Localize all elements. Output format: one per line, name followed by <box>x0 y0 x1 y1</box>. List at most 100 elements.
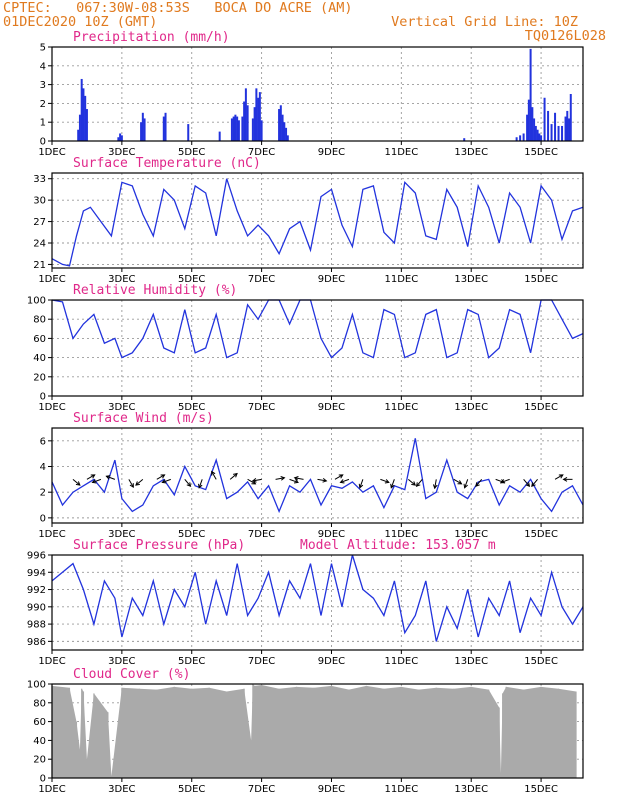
cloud-cover-ytick-label: 20 <box>33 755 46 766</box>
precipitation-bar <box>218 131 221 141</box>
precipitation-bar <box>568 118 571 141</box>
wind-arrow-shaft <box>72 478 81 486</box>
wind-arrow-shaft <box>184 479 191 487</box>
cloud-cover-bar <box>110 776 112 778</box>
pressure-ytick-label: 994 <box>27 568 46 579</box>
precipitation-bar <box>162 116 165 141</box>
precipitation-bar <box>80 78 83 141</box>
wind-arrow-head <box>322 478 328 483</box>
wind-ytick-label: 6 <box>40 436 46 447</box>
wind-arrow-shaft <box>247 478 256 485</box>
wind-arrow-shaft <box>464 479 469 488</box>
temperature-xtick-label: 1DEC <box>38 274 65 285</box>
temperature-ytick-label: 27 <box>33 217 46 228</box>
humidity-ytick-label: 80 <box>33 315 46 326</box>
wind-arrow-shaft <box>554 474 564 480</box>
precipitation-bar <box>279 105 282 141</box>
precipitation-bar <box>234 114 237 141</box>
pressure-ytick-label: 988 <box>27 620 46 631</box>
temperature-ytick-label: 33 <box>33 174 46 185</box>
wind-xtick-label: 9DEC <box>318 529 345 540</box>
cloud-cover-bar <box>435 687 437 778</box>
wind-series-line <box>51 438 584 514</box>
cloud-cover-bar <box>191 688 193 778</box>
cloud-cover-bar <box>243 688 245 778</box>
wind-arrow <box>432 479 438 490</box>
wind-arrow-shaft <box>434 479 437 489</box>
wind-arrow <box>415 479 423 488</box>
wind-arrow-shaft <box>416 479 423 487</box>
wind-arrow-shaft <box>453 478 462 485</box>
wind-arrow-shaft <box>198 479 203 488</box>
wind-arrow-head <box>90 474 96 479</box>
precipitation-bar <box>283 122 286 141</box>
wind-arrow-shaft <box>92 478 102 483</box>
wind-ytick-label: 2 <box>40 488 46 499</box>
wind-arrow-shaft <box>523 479 530 487</box>
cloud-cover-bar <box>365 685 368 778</box>
temperature-xtick-label: 5DEC <box>178 274 205 285</box>
precipitation-bar <box>251 118 254 141</box>
cloud-cover-xtick-label: 11DEC <box>384 784 418 795</box>
wind-arrow-head <box>105 475 111 480</box>
precipitation-bar <box>543 97 546 141</box>
precipitation-bar <box>187 124 190 141</box>
cloud-cover-bar <box>226 691 228 778</box>
wind-arrow <box>251 478 262 483</box>
wind-arrow-shaft <box>334 474 344 480</box>
precipitation-bar <box>557 125 560 141</box>
cloud-cover-bar <box>121 687 123 778</box>
precipitation-bar <box>85 109 88 141</box>
temperature-xtick-label: 3DEC <box>108 274 135 285</box>
humidity-xtick-label: 13DEC <box>454 402 488 413</box>
precipitation-bar <box>278 109 281 141</box>
precipitation-bar <box>243 101 246 141</box>
wind-arrow-head <box>75 481 81 486</box>
wind-arrow <box>475 479 483 488</box>
precipitation-bar <box>531 107 534 141</box>
wind-arrow-shaft <box>252 478 262 482</box>
wind-arrow-head <box>211 470 216 476</box>
cloud-cover-bar <box>498 707 500 778</box>
precipitation-bar <box>566 110 569 141</box>
cloud-cover-bar <box>156 689 158 778</box>
pressure-ytick-label: 986 <box>27 637 46 648</box>
wind-ytick-label: 0 <box>40 513 46 524</box>
cloud-cover-bar <box>250 740 252 778</box>
pressure-xtick-label: 5DEC <box>178 656 205 667</box>
cloud-cover-frame <box>51 683 584 779</box>
precipitation-bar <box>526 114 529 141</box>
pressure-frame <box>51 554 584 651</box>
precipitation-bar <box>78 114 81 141</box>
temperature-series-line <box>51 178 584 267</box>
precipitation-bar <box>244 88 247 141</box>
precipitation-ytick-label: 3 <box>40 80 46 91</box>
cloud-cover-bar <box>488 689 490 778</box>
wind-arrow-head <box>161 479 167 484</box>
precipitation-frame <box>51 46 584 142</box>
wind-arrow-shaft <box>106 475 116 480</box>
cloud-cover-bar <box>252 684 254 778</box>
precipitation-xtick-label: 15DEC <box>524 147 558 158</box>
precipitation-bar <box>286 135 289 141</box>
precipitation-bar <box>77 129 80 141</box>
precipitation-xtick-label: 11DEC <box>384 147 418 158</box>
wind-arrow-shaft <box>501 478 510 483</box>
humidity-xtick-label: 1DEC <box>38 402 65 413</box>
wind-arrow-head <box>293 479 299 484</box>
precipitation-xtick-label: 5DEC <box>178 147 205 158</box>
wind-arrow-head <box>457 480 463 485</box>
cloud-cover-bar <box>470 686 472 778</box>
header-gridline: Vertical Grid Line: 10Z <box>391 14 578 30</box>
precipitation-bar <box>554 112 557 141</box>
pressure-xtick-label: 11DEC <box>384 656 418 667</box>
wind-arrow <box>229 472 238 480</box>
cloud-cover-bar <box>79 749 81 778</box>
wind-arrow-shaft <box>475 479 483 487</box>
wind-arrow <box>531 479 538 488</box>
wind-arrow <box>453 478 463 485</box>
cloud-cover-xtick-label: 7DEC <box>248 784 275 795</box>
precipitation-bar <box>564 116 567 141</box>
wind-arrow-head <box>338 474 344 479</box>
wind-arrow-shaft <box>162 478 171 483</box>
